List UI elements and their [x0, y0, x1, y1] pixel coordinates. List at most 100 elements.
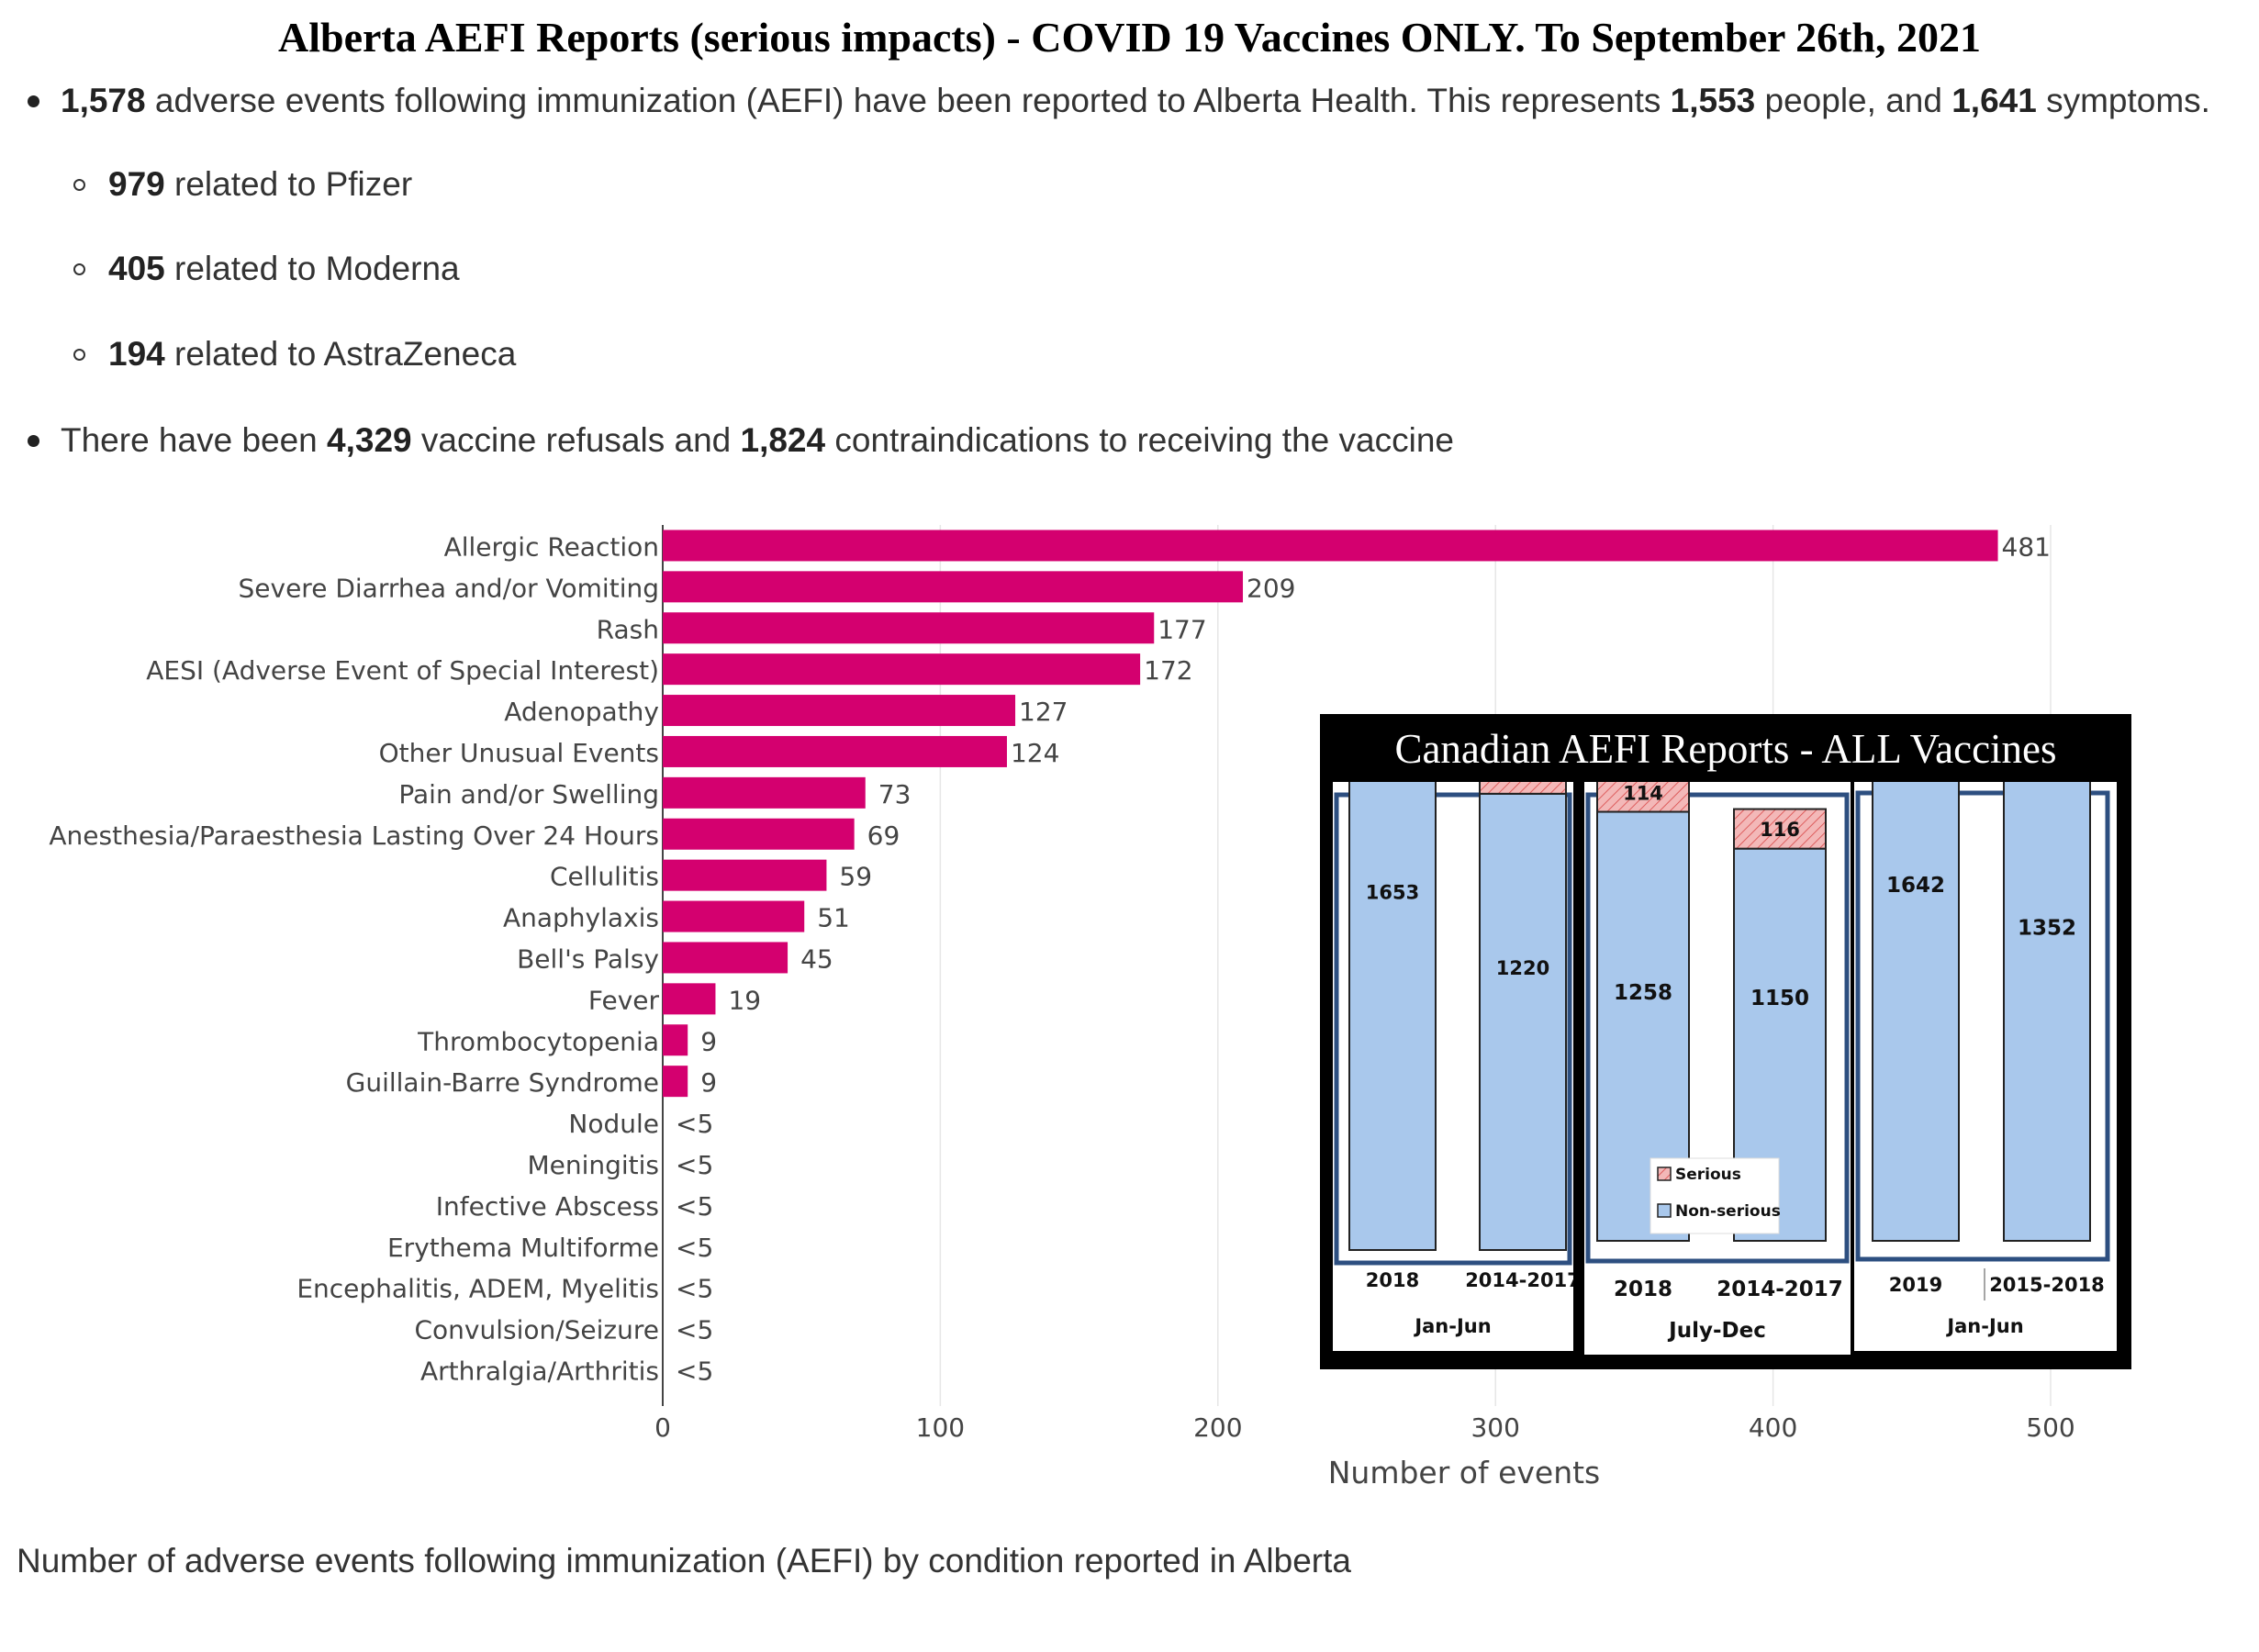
x-category-label: 2019 [1889, 1274, 1942, 1296]
category-label: Nodule [568, 1109, 659, 1139]
chart-caption: Number of adverse events following immun… [17, 1542, 1351, 1579]
refusals-text: vaccine refusals and [411, 421, 741, 459]
category-label: Bell's Palsy [517, 943, 659, 974]
value-label: 19 [728, 985, 761, 1015]
period-label: Jan-Jun [1413, 1315, 1491, 1337]
value-label: 9 [700, 1067, 717, 1098]
aefi-count: 1,578 [61, 82, 146, 119]
serious-value-label: 114 [1623, 782, 1663, 804]
x-category-label: 2014-2017 [1465, 1269, 1573, 1291]
moderna-count: 405 [108, 250, 165, 287]
serious-bar [1479, 747, 1567, 795]
value-label: 9 [700, 1026, 717, 1056]
x-tick-label: 400 [1749, 1412, 1797, 1443]
refusals-text: contraindications to receiving the vacci… [825, 421, 1454, 459]
value-label: <5 [676, 1274, 713, 1304]
refusals-text: There have been [61, 421, 328, 459]
category-label: Fever [588, 985, 660, 1015]
bullet-dot [28, 435, 39, 447]
pfizer-count: 979 [108, 165, 165, 203]
bar [663, 776, 866, 809]
non-serious-value-label: 1150 [1750, 987, 1809, 1010]
category-label: Other Unusual Events [379, 738, 659, 768]
value-label: <5 [676, 1150, 713, 1180]
chart-value-labels: 481 209 177 172 127 124 73 69 59 51 45 19 9 9 <5 <5 <5 <5… [676, 531, 2051, 1386]
value-label: <5 [676, 1356, 713, 1386]
x-tick-label: 300 [1471, 1412, 1519, 1443]
category-label: Meningitis [527, 1150, 659, 1180]
value-label: 51 [817, 903, 850, 933]
canadian-aefi-inset: Canadian AEFI Reports - ALL Vaccines 119… [1320, 583, 2131, 1369]
x-category-label: 2018 [1366, 1269, 1419, 1291]
value-label: 172 [1144, 655, 1192, 686]
inset-title: Canadian AEFI Reports - ALL Vaccines [1394, 726, 2057, 772]
summary-line-moderna: 405 related to Moderna [108, 248, 460, 290]
value-label: <5 [676, 1233, 713, 1263]
summary-text: adverse events following immunization (A… [145, 82, 1671, 119]
category-label: Convulsion/Seizure [414, 1315, 659, 1345]
moderna-text: related to Moderna [164, 250, 460, 287]
bar [663, 818, 855, 850]
inset-panel-2: 114 1258 2018 116 1150 2014-2017 July-Dec Serio… [1584, 772, 1851, 1355]
people-count: 1,553 [1670, 82, 1756, 119]
x-category-label: 2018 [1614, 1278, 1672, 1301]
pfizer-text: related to Pfizer [164, 165, 413, 203]
bar [663, 859, 827, 891]
period-label: July-Dec [1667, 1319, 1766, 1343]
legend-swatch-serious [1657, 1166, 1672, 1181]
non-serious-bar [2003, 734, 2091, 1243]
category-label: Rash [597, 614, 659, 644]
x-category-label: 2015-2018 [1989, 1274, 2105, 1296]
category-label: Arthralgia/Arthritis [420, 1356, 659, 1386]
non-serious-bar [1479, 792, 1567, 1251]
serious-value-label: 116 [1760, 819, 1800, 841]
category-label: Pain and/or Swelling [398, 779, 659, 809]
value-label: 73 [878, 779, 911, 809]
bar [663, 653, 1141, 686]
non-serious-bar [1872, 625, 1960, 1242]
legend-label: Non-serious [1675, 1202, 1781, 1221]
x-tick-label: 500 [2026, 1412, 2074, 1443]
aefi-bar-chart: Allergic Reaction Severe Diarrhea and/or … [49, 525, 2075, 1490]
astrazeneca-text: related to AstraZeneca [164, 335, 517, 373]
x-axis-label: Number of events [1328, 1455, 1601, 1490]
chart-bars [663, 530, 1998, 1098]
category-label: Severe Diarrhea and/or Vomiting [239, 573, 660, 603]
bullet-ring [73, 263, 85, 275]
summary-line-pfizer: 979 related to Pfizer [108, 163, 412, 206]
astrazeneca-count: 194 [108, 335, 165, 373]
non-serious-bar [1348, 631, 1437, 1251]
summary-bullets: 1,578 adverse events following immunizat… [0, 0, 2259, 514]
category-label: Anesthesia/Paraesthesia Lasting Over 24 … [49, 820, 659, 851]
value-label: 124 [1011, 738, 1059, 768]
category-label: Anaphylaxis [503, 903, 659, 933]
bullet-ring [73, 349, 85, 361]
serious-bar [1733, 808, 1827, 850]
x-category-label: 2014-2017 [1717, 1278, 1843, 1301]
non-serious-value-label: 1220 [1496, 957, 1549, 979]
category-label: AESI (Adverse Event of Special Interest) [146, 655, 659, 686]
category-label: Infective Abscess [436, 1191, 659, 1222]
category-label: Allergic Reaction [444, 531, 659, 562]
value-label: <5 [676, 1191, 713, 1222]
panel-frame [1334, 792, 1572, 1266]
bar [663, 695, 1016, 727]
value-label: 45 [800, 943, 833, 974]
symptoms-count: 1,641 [1951, 82, 2037, 119]
legend-label: Serious [1675, 1166, 1741, 1184]
value-label: <5 [676, 1109, 713, 1139]
summary-line-totals: 1,578 adverse events following immunizat… [61, 80, 2210, 122]
bullet-ring [73, 179, 85, 191]
value-label: <5 [676, 1315, 713, 1345]
period-label: Jan-Jun [1945, 1315, 2023, 1337]
bar [663, 1066, 688, 1098]
bar [663, 983, 716, 1015]
bar [663, 1024, 688, 1056]
category-label: Adenopathy [504, 697, 659, 727]
category-label: Cellulitis [550, 862, 659, 892]
bar [663, 612, 1155, 644]
summary-line-refusals: There have been 4,329 vaccine refusals a… [61, 419, 1454, 462]
value-label: 481 [2002, 531, 2051, 562]
